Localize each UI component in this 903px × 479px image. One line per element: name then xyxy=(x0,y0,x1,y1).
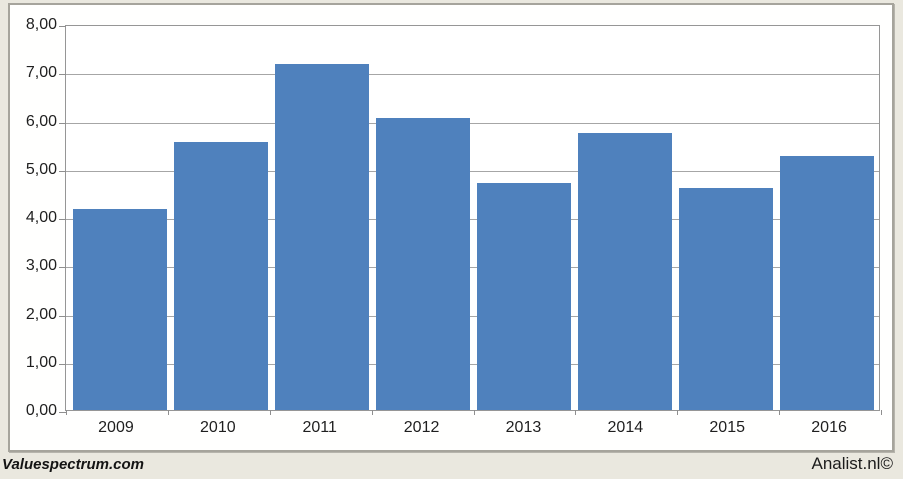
x-tick-2 xyxy=(270,410,271,415)
y-tick-label-3: 3,00 xyxy=(25,257,57,275)
plot-area xyxy=(59,25,882,415)
bar-2012 xyxy=(376,117,470,410)
bar-2009 xyxy=(73,208,167,410)
x-tick-label-2013: 2013 xyxy=(505,419,542,436)
x-tick-label-2014: 2014 xyxy=(607,419,644,436)
x-tick-label-2011: 2011 xyxy=(302,419,337,436)
bar-2013 xyxy=(477,183,571,410)
gridline-2 xyxy=(66,315,879,317)
y-tick-label-0: 0,00 xyxy=(25,402,57,419)
x-tick-label-2010: 2010 xyxy=(200,419,236,436)
x-tick-7 xyxy=(779,410,780,415)
x-tick-label-2016: 2016 xyxy=(811,419,847,436)
y-tick-2 xyxy=(59,315,66,317)
gridline-7 xyxy=(66,74,879,76)
gridline-4 xyxy=(66,219,879,220)
y-tick-label-4: 4,00 xyxy=(25,209,57,226)
gridline-5 xyxy=(66,170,879,172)
y-tick-5 xyxy=(59,170,66,172)
gridline-3 xyxy=(66,267,879,269)
y-tick-0 xyxy=(59,412,66,413)
branding-analist: Analist.nl© xyxy=(811,454,893,473)
gridline-1 xyxy=(66,363,879,365)
y-tick-label-6: 6,00 xyxy=(25,112,57,130)
gridline-6 xyxy=(66,122,879,124)
x-tick-6 xyxy=(677,410,678,415)
x-tick-4 xyxy=(474,410,475,415)
y-tick-4 xyxy=(59,219,66,220)
y-tick-3 xyxy=(59,267,66,269)
x-tick-label-2009: 2009 xyxy=(98,419,134,436)
bar-2014 xyxy=(578,133,672,410)
branding-valuespectrum: Valuespectrum.com xyxy=(2,456,144,473)
y-tick-6 xyxy=(59,122,66,124)
bar-2010 xyxy=(174,142,268,410)
x-tick-label-2015: 2015 xyxy=(709,419,745,436)
y-tick-label-2: 2,00 xyxy=(25,305,57,323)
x-tick-0 xyxy=(66,410,67,415)
bar-2011 xyxy=(275,63,369,410)
chart-panel: 0,00 1,00 2,00 3,00 4,00 5,00 6,00 7,00 8,00 200… xyxy=(8,3,894,452)
y-tick-label-8: 8,00 xyxy=(25,16,57,33)
x-tick-label-2012: 2012 xyxy=(403,419,440,436)
x-tick-8 xyxy=(881,410,882,415)
y-tick-7 xyxy=(59,74,66,76)
x-tick-1 xyxy=(168,410,169,415)
y-tick-label-1: 1,00 xyxy=(25,353,57,371)
y-tick-label-5: 5,00 xyxy=(25,160,57,178)
x-tick-3 xyxy=(372,410,373,415)
y-tick-1 xyxy=(59,363,66,365)
y-tick-label-7: 7,00 xyxy=(25,64,57,82)
bar-2015 xyxy=(679,188,773,410)
y-tick-8 xyxy=(59,26,66,27)
x-tick-5 xyxy=(575,410,576,415)
bar-2016 xyxy=(780,156,874,410)
